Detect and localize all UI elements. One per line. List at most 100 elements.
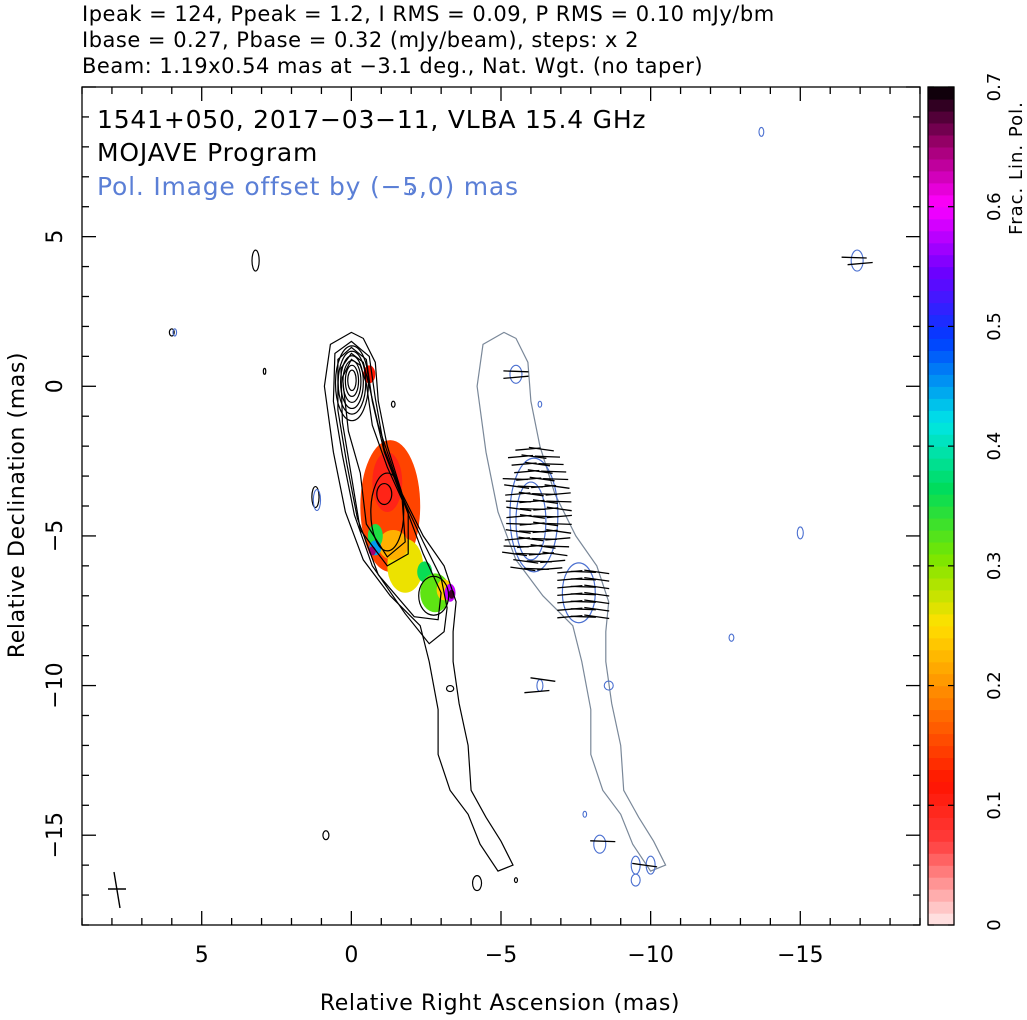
colorbar-step bbox=[928, 637, 954, 651]
evpa-tick-1 bbox=[515, 447, 541, 451]
colorbar-step bbox=[928, 518, 954, 531]
pol-contour-inner bbox=[515, 481, 547, 561]
evpa-tick-26 bbox=[505, 500, 532, 503]
evpa-tick-11 bbox=[543, 477, 569, 481]
colorbar-tick-label: 0.4 bbox=[984, 432, 1005, 461]
colorbar-step bbox=[928, 709, 954, 723]
colorbar-tick-label: 0.3 bbox=[984, 552, 1005, 581]
colorbar-step bbox=[928, 841, 954, 854]
colorbar-step bbox=[928, 697, 954, 711]
colorbar-step bbox=[928, 613, 954, 627]
colorbar-tick-label: 0.7 bbox=[984, 73, 1005, 102]
colorbar-step bbox=[928, 721, 954, 735]
colorbar-step bbox=[928, 134, 954, 148]
evpa-tick-29 bbox=[519, 507, 545, 511]
colorbar-step bbox=[928, 577, 954, 591]
source-title: 1541+050, 2017−03−11, VLBA 15.4 GHz bbox=[97, 105, 646, 134]
pol-island-11 bbox=[582, 810, 588, 818]
frac-pol-blob-2 bbox=[372, 452, 403, 512]
colorbar-step bbox=[928, 565, 954, 579]
evpa-tick-83 bbox=[503, 370, 529, 373]
total-intensity-contours bbox=[168, 249, 519, 892]
colorbar-step bbox=[928, 398, 954, 411]
core-contour-3 bbox=[342, 359, 362, 404]
colorbar-step bbox=[928, 745, 954, 758]
island-contour-1 bbox=[251, 249, 260, 272]
evpa-tick-33 bbox=[519, 514, 545, 519]
pol-island-5 bbox=[603, 680, 614, 691]
colorbar-step bbox=[928, 206, 954, 220]
colorbar-step bbox=[928, 146, 954, 160]
evpa-tick-6 bbox=[525, 461, 551, 467]
colorbar-tick-label: 0.5 bbox=[984, 312, 1005, 341]
colorbar-step bbox=[928, 793, 954, 806]
evpa-tick-23 bbox=[546, 500, 572, 503]
colorbar-step bbox=[928, 685, 954, 699]
core-contour-4 bbox=[344, 364, 360, 398]
evpa-tick-0 bbox=[528, 446, 554, 452]
colorbar-step bbox=[928, 302, 954, 316]
x-tick-label: −5 bbox=[485, 943, 517, 968]
core-contour-0 bbox=[334, 345, 370, 422]
colorbar-tick-label: 0.6 bbox=[984, 192, 1005, 221]
colorbar-step bbox=[928, 158, 954, 172]
island-contour-5 bbox=[513, 877, 519, 884]
pol-contour-knot bbox=[561, 562, 596, 624]
evpa-tick-44 bbox=[531, 537, 557, 541]
evpa-tick-35 bbox=[546, 522, 572, 526]
y-tick-label: 0 bbox=[43, 379, 68, 393]
evpa-tick-59 bbox=[523, 567, 549, 570]
evpa-tick-22 bbox=[505, 492, 531, 496]
evpa-tick-88 bbox=[847, 261, 873, 266]
evpa-tick-77 bbox=[570, 608, 596, 611]
colorbar-step bbox=[928, 99, 954, 112]
colorbar-step bbox=[928, 673, 954, 687]
pol-island-12 bbox=[312, 488, 322, 512]
colorbar-tick-label: 0 bbox=[984, 919, 1005, 930]
colorbar: 0 0.1 0.2 0.3 0.4 0.5 0.6 0.7 bbox=[927, 73, 1005, 931]
y-axis-label: Relative Declination (mas) bbox=[5, 352, 30, 658]
evpa-tick-10 bbox=[514, 469, 540, 474]
polarization-image-offset bbox=[172, 126, 873, 887]
colorbar-step bbox=[928, 266, 954, 280]
evpa-tick-71 bbox=[570, 593, 596, 596]
evpa-tick-86 bbox=[590, 840, 616, 843]
header-line-2: Ibase = 0.27, Pbase = 0.32 (mJy/beam), s… bbox=[82, 28, 639, 52]
evpa-tick-69 bbox=[584, 584, 610, 590]
evpa-tick-46 bbox=[504, 537, 530, 541]
evpa-tick-9 bbox=[527, 469, 553, 474]
colorbar-tick-label: 0.2 bbox=[984, 671, 1005, 700]
colorbar-step bbox=[928, 877, 954, 890]
colorbar-step bbox=[928, 817, 954, 830]
colorbar-step bbox=[928, 506, 954, 519]
evpa-tick-53 bbox=[515, 552, 541, 555]
colorbar-step bbox=[928, 242, 954, 256]
colorbar-step bbox=[928, 541, 954, 555]
evpa-tick-87 bbox=[632, 862, 658, 868]
evpa-tick-24 bbox=[532, 499, 558, 504]
evpa-tick-38 bbox=[506, 522, 532, 526]
colorbar-step bbox=[928, 386, 954, 399]
pol-island-7 bbox=[850, 249, 864, 272]
core-contour-1 bbox=[337, 350, 367, 415]
frac-pol-blob-5 bbox=[367, 523, 383, 548]
knot-contour-b bbox=[376, 482, 393, 506]
colorbar-step bbox=[928, 122, 954, 136]
pol-contour-core bbox=[509, 364, 523, 384]
evpa-tick-15 bbox=[544, 484, 570, 489]
pol-contour-main bbox=[509, 457, 559, 573]
contour-level-4 bbox=[340, 352, 409, 567]
evpa-tick-17 bbox=[517, 485, 543, 488]
colorbar-step bbox=[928, 889, 954, 902]
colorbar-border bbox=[927, 86, 955, 926]
evpa-tick-36 bbox=[533, 521, 559, 527]
colorbar-step bbox=[928, 601, 954, 615]
colorbar-step bbox=[928, 829, 954, 842]
colorbar-step bbox=[928, 769, 954, 782]
outer-contour bbox=[323, 331, 514, 872]
beam-symbol bbox=[108, 871, 126, 909]
contour-level-2 bbox=[332, 340, 448, 645]
colorbar-step bbox=[928, 661, 954, 675]
evpa-tick-8 bbox=[541, 470, 567, 473]
evpa-tick-48 bbox=[530, 544, 556, 549]
